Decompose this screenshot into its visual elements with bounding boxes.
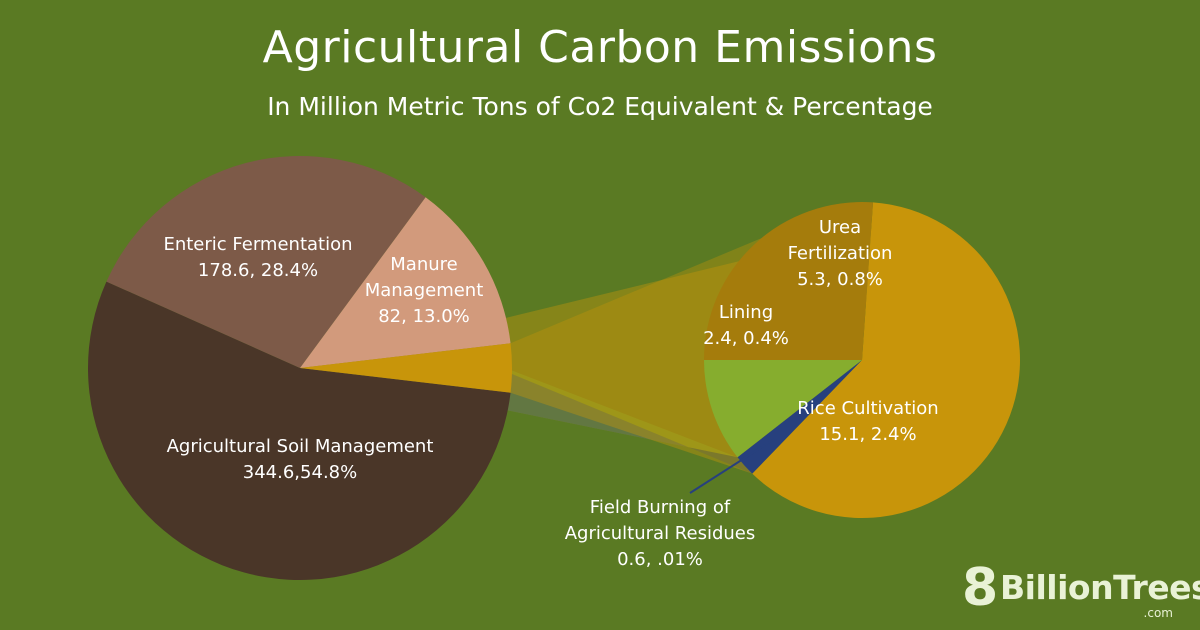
slice-urea-fertilization — [704, 202, 874, 360]
label-urea-fertilization: Urea Fertilization 5.3, 0.8% — [788, 217, 893, 290]
slice-other — [300, 343, 512, 393]
slice-field-burning-of-agricultural-residues — [737, 360, 862, 474]
slice-agricultural-soil-management — [87, 281, 511, 581]
chart-title: Agricultural Carbon Emissions — [262, 22, 938, 73]
logo-eight-icon: 8 — [962, 558, 999, 618]
main-pie — [87, 156, 512, 581]
connector-burning — [300, 368, 753, 474]
logo-brand-text: BillionTrees — [1000, 568, 1200, 607]
label-field-burning-of-agricultural-residues: Field Burning of Agricultural Residues 0.6… — [565, 497, 756, 570]
chart-subtitle: In Million Metric Tons of Co2 Equivalent… — [267, 92, 933, 121]
label-enteric-fermentation: Enteric Fermentation 178.6, 28.4% — [163, 234, 352, 281]
breakdown-pie — [704, 202, 1021, 518]
slice-liming — [704, 360, 862, 458]
slice-rice-cultivation — [752, 202, 1021, 518]
label-manure-management: Manure Management 82, 13.0% — [365, 254, 484, 327]
label-liming: Lining 2.4, 0.4% — [703, 302, 789, 349]
billiontrees-logo: 8 BillionTrees .com — [962, 558, 1200, 620]
label-rice-cultivation: Rice Cultivation 15.1, 2.4% — [797, 398, 938, 445]
label-agricultural-soil-management: Agricultural Soil Management 344.6,54.8% — [167, 436, 434, 483]
logo-domain-text: .com — [1143, 606, 1173, 620]
field-burning-leader-line — [689, 438, 775, 494]
connector-liming — [300, 368, 738, 458]
slice-manure-management — [300, 197, 511, 368]
slice-labels: Agricultural Soil Management 344.6,54.8% E… — [163, 217, 938, 570]
slice-enteric-fermentation — [106, 156, 426, 368]
